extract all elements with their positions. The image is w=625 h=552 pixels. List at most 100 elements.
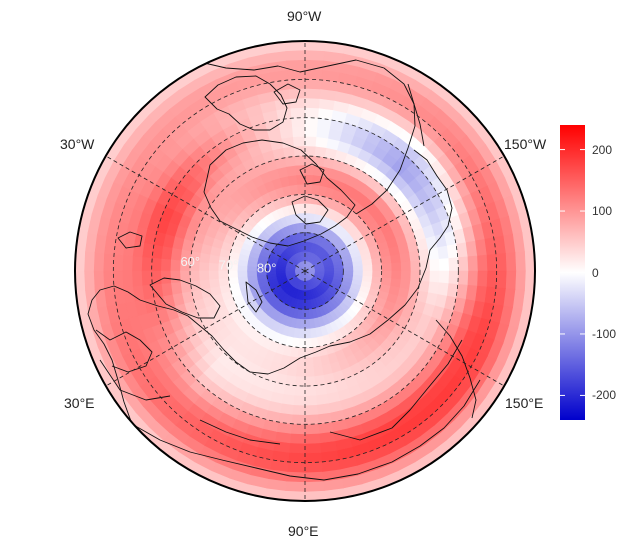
field-cell [408,250,420,263]
field-cell [390,262,402,272]
field-cell [209,278,221,288]
graticule-meridian [105,155,306,272]
field-cell [171,281,183,295]
graticule-lat-circle [266,232,344,310]
field-cell [289,98,306,110]
border-europe [95,329,463,445]
coastline-pacific-northwest [407,83,425,147]
field-cell [417,249,430,262]
field-cell [292,394,306,406]
field-cell [390,270,402,280]
lat-label: 70° [219,257,239,272]
field-cell [297,347,306,358]
field-cell [317,412,332,425]
field-cell [333,267,344,272]
colorbar-tick-label: 0 [592,265,599,280]
field-cell [295,270,306,273]
field-cell [290,423,306,435]
field-cell [370,257,382,266]
field-cell [281,393,295,405]
coastline-canadian-archipelago [204,75,329,225]
coastline-east-siberia [315,267,427,353]
field-cell [304,98,321,110]
field-cell [288,442,306,454]
field-cell [228,276,240,285]
field-cell [514,251,526,272]
field-cell [293,385,306,396]
field-cell [304,413,319,425]
field-cell [447,257,459,272]
field-cell [170,270,182,284]
graticule-lat-circle [151,117,459,425]
field-cell [151,270,163,285]
field-cell [447,270,459,285]
field-cell [314,146,327,159]
field-cell [419,259,430,272]
field-cell [304,423,320,435]
field-cell [287,461,306,473]
field-cell [409,260,421,272]
latitude-labels: 80° 70° 60° [180,254,276,276]
field-cell [495,253,507,272]
field-cell [295,366,306,377]
field-cell [289,432,306,444]
field-cell [381,270,392,279]
field-cell [132,255,144,272]
field-cell [304,471,324,483]
field-cell [208,270,220,280]
colorbar-tick-label: -200 [592,388,617,403]
coastline-scandinavia [149,277,221,319]
field-cell [313,374,326,386]
field-cell [160,258,172,272]
field-cell [304,308,310,320]
graticule-meridian [105,270,306,387]
border-asia [131,379,481,481]
field-cell [352,265,363,272]
lon-label-90w: 90°W [287,8,322,24]
field-cell [122,254,134,272]
field-cell [279,402,294,415]
field-cell [93,252,105,272]
map-border [74,40,536,502]
lon-label-90e: 90°E [288,523,319,539]
field-cell [199,261,210,272]
field-cell [304,117,319,129]
anomaly-field [75,41,535,501]
field-cell [141,256,153,272]
field-cell [304,318,311,329]
field-cell [304,375,316,387]
field-cell [304,184,313,195]
lat-label: 80° [257,261,277,276]
field-cell [371,263,382,272]
coastline-europe [87,285,141,425]
field-cell [314,383,327,396]
field-cell [286,165,297,177]
field-cell [284,156,297,168]
field-cell [304,461,323,473]
field-cell [141,270,153,286]
field-cell [304,385,317,396]
field-cell [304,337,313,348]
field-cell [304,394,318,406]
field-cell [208,262,220,272]
field-cell [297,194,306,205]
field-cell [292,404,306,416]
field-cell [436,245,449,260]
coastline-north-america [169,54,416,215]
field-cell [122,270,134,288]
field-cell [93,270,105,290]
field-cell [161,245,174,260]
field-cell [287,452,306,463]
field-cell [316,127,331,140]
field-cell [315,393,329,405]
lon-label-30w: 30°W [60,136,95,152]
field-cell [285,480,306,492]
coastline-iceland [117,231,143,249]
coastline-alaska [413,149,453,269]
field-cell [84,251,96,272]
field-cell [381,263,392,272]
colorbar-tick-label: -100 [592,326,617,341]
field-cell [400,270,411,281]
colorbar-legend: 200 100 0 -100 -200 [560,125,620,425]
